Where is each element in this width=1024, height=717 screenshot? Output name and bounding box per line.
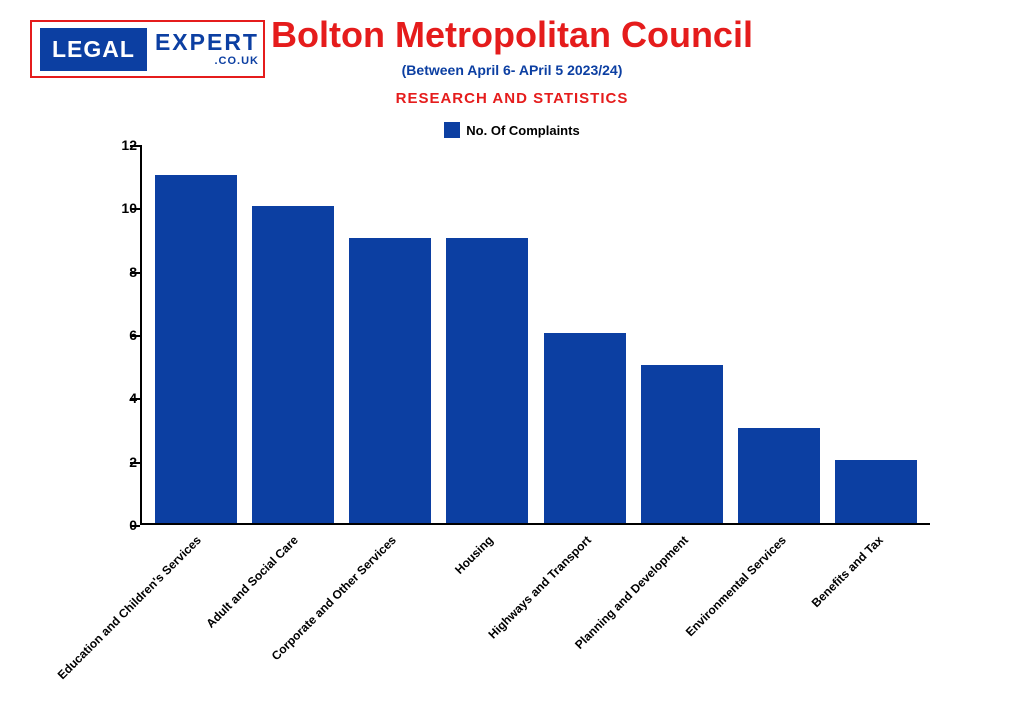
plot-area: 024681012 [140, 145, 930, 525]
y-tick-label: 6 [107, 327, 137, 343]
y-tick-label: 2 [107, 454, 137, 470]
legend-swatch [444, 122, 460, 138]
page-title: Bolton Metropolitan Council [0, 14, 1024, 56]
y-tick-label: 10 [107, 200, 137, 216]
section-label: RESEARCH AND STATISTICS [0, 90, 1024, 107]
bar [641, 365, 723, 523]
bar-chart: 024681012 Education and Children's Servi… [100, 145, 930, 685]
bar [835, 460, 917, 523]
bar [155, 175, 237, 523]
header: Bolton Metropolitan Council (Between Apr… [0, 14, 1024, 107]
y-tick-label: 4 [107, 390, 137, 406]
legend-label: No. Of Complaints [466, 123, 579, 138]
bar [446, 238, 528, 523]
y-tick-label: 0 [107, 517, 137, 533]
y-tick-label: 8 [107, 264, 137, 280]
bar [544, 333, 626, 523]
bar [252, 206, 334, 523]
chart-legend: No. Of Complaints [0, 122, 1024, 143]
y-tick-label: 12 [107, 137, 137, 153]
page-subtitle: (Between April 6- APril 5 2023/24) [0, 62, 1024, 78]
bar [738, 428, 820, 523]
bar [349, 238, 431, 523]
bars-container [142, 145, 930, 523]
